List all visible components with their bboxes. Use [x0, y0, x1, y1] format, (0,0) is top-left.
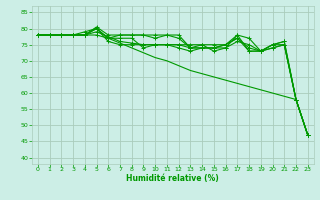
X-axis label: Humidité relative (%): Humidité relative (%) [126, 174, 219, 183]
